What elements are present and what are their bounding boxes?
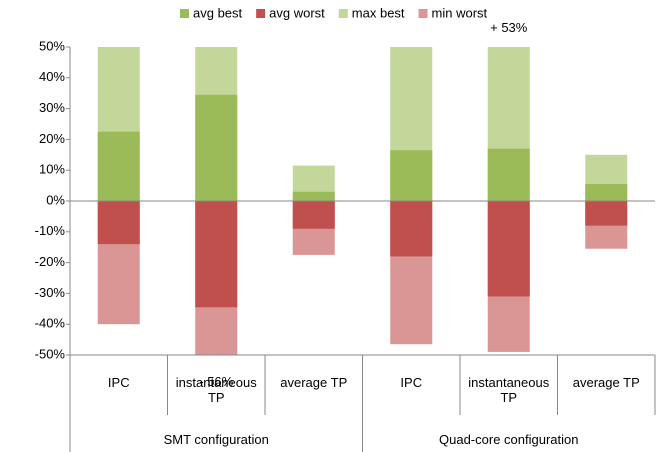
y-tick-label: -30% (35, 285, 66, 300)
y-tick-label: -20% (35, 254, 66, 269)
y-tick-label: -10% (35, 223, 66, 238)
bar (292, 201, 335, 229)
bar (195, 94, 238, 201)
legend-label: avg best (193, 5, 243, 20)
x-tick-label: instantaneous TP (468, 375, 550, 405)
y-tick-label: 50% (39, 38, 65, 53)
bar (585, 184, 628, 201)
y-tick-label: 40% (39, 69, 65, 84)
legend-swatch (338, 9, 348, 18)
x-tick-label: IPC (107, 375, 130, 390)
value-label: - 56% (199, 374, 233, 389)
bar (97, 201, 140, 245)
bar (390, 201, 433, 257)
bar (487, 201, 530, 297)
bar (390, 150, 433, 201)
group-label: SMT configuration (163, 432, 269, 447)
y-tick-label: 0% (46, 192, 65, 207)
legend-swatch (418, 9, 428, 18)
bar (487, 148, 530, 201)
legend-swatch (256, 9, 266, 18)
y-tick-label: -40% (35, 316, 66, 331)
legend-label: min worst (432, 5, 488, 20)
bar (195, 201, 238, 308)
x-tick-label: instantaneous TP (175, 375, 257, 405)
x-tick-label: average TP (572, 375, 640, 390)
y-tick-label: 10% (39, 162, 65, 177)
y-tick-label: -50% (35, 346, 66, 361)
y-tick-label: 30% (39, 100, 65, 115)
y-tick-label: 20% (39, 131, 65, 146)
legend-label: avg worst (269, 5, 325, 20)
x-tick-label: IPC (400, 375, 423, 390)
bar (585, 201, 628, 226)
value-label: + 53% (490, 20, 528, 35)
x-tick-label: average TP (280, 375, 348, 390)
legend-swatch (180, 9, 189, 18)
bar (97, 131, 140, 201)
bar (292, 191, 335, 201)
bars (97, 47, 628, 355)
group-label: Quad-core configuration (439, 432, 579, 447)
legend-label: max best (352, 5, 405, 20)
